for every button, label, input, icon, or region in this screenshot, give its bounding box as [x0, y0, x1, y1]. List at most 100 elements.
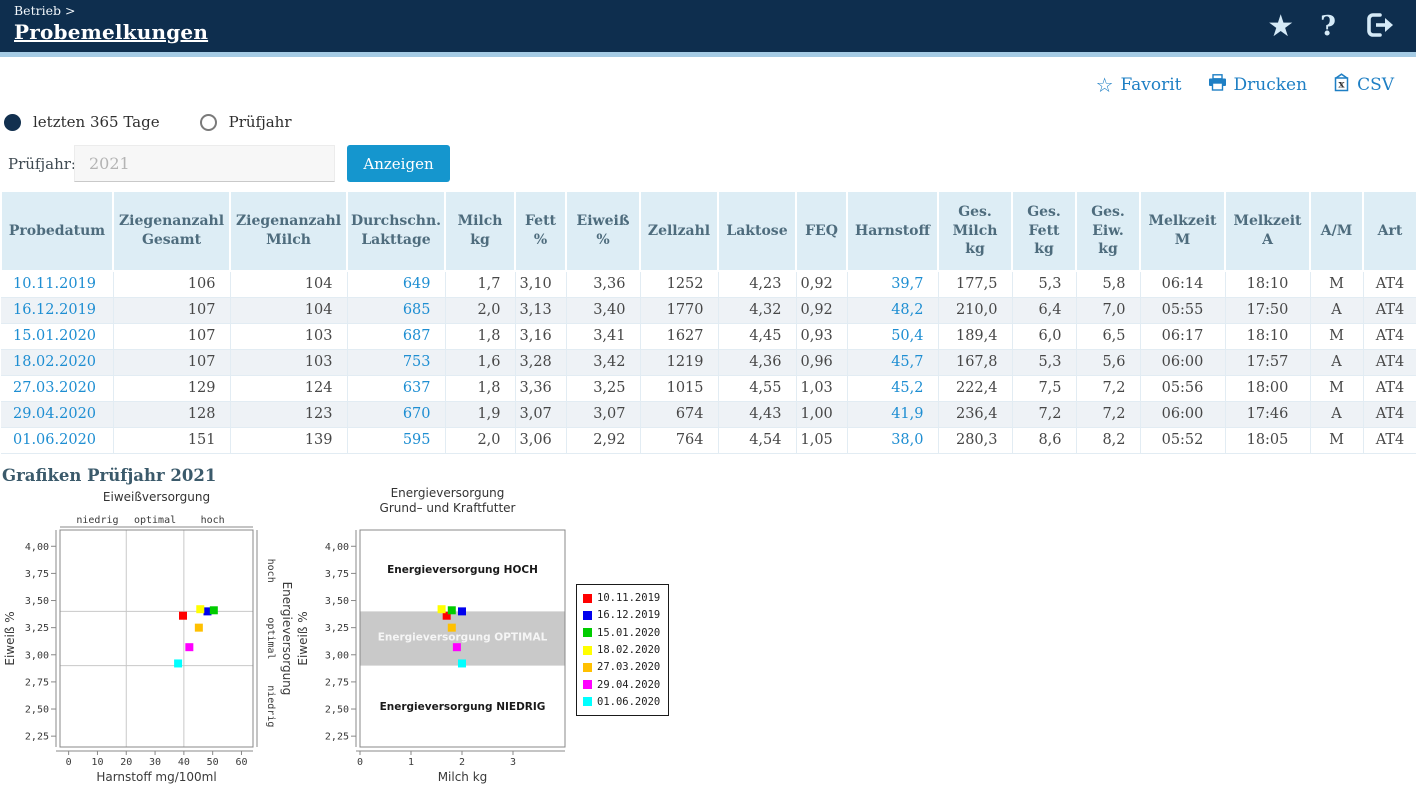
help-icon[interactable]: ?: [1320, 11, 1336, 42]
zone-label: Energieversorgung HOCH: [387, 564, 538, 576]
table-cell: 1,8: [445, 375, 516, 402]
table-cell: 674: [640, 401, 719, 428]
charts-heading: Grafiken Prüfjahr 2021: [2, 465, 217, 485]
legend-swatch: [583, 593, 592, 603]
table-cell: 17:50: [1225, 297, 1311, 324]
svg-text:optimal: optimal: [134, 515, 176, 526]
table-cell: 6,0: [1012, 323, 1077, 350]
table-cell: 3,07: [515, 401, 567, 428]
table-cell[interactable]: 27.03.2020: [1, 375, 114, 402]
table-cell[interactable]: 637: [347, 375, 446, 402]
radio-pruefjahr-label[interactable]: Prüfjahr: [228, 113, 292, 131]
anzeigen-button[interactable]: Anzeigen: [347, 145, 450, 182]
chart-point: [442, 611, 451, 620]
table-cell: 1,05: [796, 427, 848, 454]
period-radio-group: letzten 365 Tage Prüfjahr: [4, 113, 1416, 131]
table-cell: 107: [113, 297, 231, 324]
table-cell: 0,96: [796, 349, 848, 376]
pruefjahr-input[interactable]: [74, 145, 335, 182]
table-cell[interactable]: 50,4: [847, 323, 939, 350]
pruefjahr-form: Prüfjahr: Anzeigen: [8, 145, 1416, 182]
csv-button[interactable]: x CSV: [1333, 73, 1394, 97]
column-header: Zellzahl: [639, 190, 719, 272]
radio-last-365-days-label[interactable]: letzten 365 Tage: [33, 113, 160, 131]
table-cell: 3,07: [566, 401, 641, 428]
table-cell: 06:00: [1140, 349, 1226, 376]
header-icons: ★ ?: [1267, 8, 1396, 46]
chart-point: [203, 606, 212, 615]
table-cell: M: [1310, 323, 1364, 350]
table-cell[interactable]: 685: [347, 297, 446, 324]
table-cell[interactable]: 16.12.2019: [1, 297, 114, 324]
table-cell: 123: [230, 401, 348, 428]
table-cell[interactable]: 45,2: [847, 375, 939, 402]
column-header: FEQ: [795, 190, 848, 272]
column-header: Melkzeit M: [1139, 190, 1226, 272]
table-cell: 06:00: [1140, 401, 1226, 428]
table-cell[interactable]: 29.04.2020: [1, 401, 114, 428]
table-cell[interactable]: 18.02.2020: [1, 349, 114, 376]
table-cell: 17:46: [1225, 401, 1311, 428]
svg-text:hoch: hoch: [265, 558, 276, 582]
legend-swatch: [583, 610, 592, 620]
radio-last-365-days[interactable]: [4, 113, 21, 131]
table-cell[interactable]: 670: [347, 401, 446, 428]
table-cell[interactable]: 753: [347, 349, 446, 376]
svg-text:niedrig: niedrig: [76, 515, 118, 526]
table-cell[interactable]: 39,7: [847, 271, 939, 298]
table-cell: 129: [113, 375, 231, 402]
table-cell[interactable]: 595: [347, 427, 446, 454]
svg-text:10: 10: [91, 757, 103, 768]
table-cell[interactable]: 15.01.2020: [1, 323, 114, 350]
chart-point: [457, 606, 466, 615]
column-header: Art: [1362, 190, 1416, 272]
logout-icon[interactable]: [1362, 8, 1396, 46]
zone-label: Energieversorgung OPTIMAL: [378, 631, 548, 643]
table-cell[interactable]: 10.11.2019: [1, 271, 114, 298]
table-cell: 18:00: [1225, 375, 1311, 402]
toolbar: ☆ Favorit Drucken x CSV: [0, 57, 1416, 97]
svg-text:50: 50: [207, 757, 219, 768]
table-cell[interactable]: 01.06.2020: [1, 427, 114, 454]
table-cell: 05:52: [1140, 427, 1226, 454]
svg-text:3: 3: [510, 757, 516, 768]
table-cell: 1219: [640, 349, 719, 376]
chart-point: [447, 623, 456, 632]
column-header: Fett %: [514, 190, 567, 272]
legend-entry: 10.11.2019: [583, 590, 663, 607]
table-cell: 06:14: [1140, 271, 1226, 298]
table-cell: 3,42: [566, 349, 641, 376]
table-cell: 06:17: [1140, 323, 1226, 350]
table-cell[interactable]: 687: [347, 323, 446, 350]
table-cell[interactable]: 45,7: [847, 349, 939, 376]
column-header: Durchschn. Lakttage: [346, 190, 446, 272]
svg-text:1: 1: [408, 757, 414, 768]
table-row: 10.11.2019 106 104 649 1,7 3,10 3,36 1252 4,23 0,…: [1, 271, 1416, 298]
breadcrumb[interactable]: Betrieb >: [14, 3, 76, 18]
right-axis-label: Energieversorgung: [280, 581, 294, 695]
table-cell[interactable]: 41,9: [847, 401, 939, 428]
svg-text:0: 0: [66, 757, 72, 768]
radio-pruefjahr[interactable]: [199, 113, 217, 131]
table-cell: 1,6: [445, 349, 516, 376]
column-header: Ges. Fett kg: [1011, 190, 1077, 272]
drucken-button[interactable]: Drucken: [1208, 73, 1307, 97]
column-header: Eiweiß %: [565, 190, 641, 272]
table-cell: AT4: [1363, 271, 1416, 298]
table-cell: 124: [230, 375, 348, 402]
table-cell: 3,36: [515, 375, 567, 402]
favorit-button[interactable]: ☆ Favorit: [1096, 73, 1182, 97]
chart-point: [194, 623, 203, 632]
table-cell[interactable]: 48,2: [847, 297, 939, 324]
csv-label: CSV: [1357, 75, 1394, 95]
chart-title: Energieversorgung: [391, 487, 505, 500]
page-title[interactable]: Probemelkungen: [14, 20, 209, 44]
printer-icon: [1208, 74, 1227, 96]
table-cell: 6,5: [1076, 323, 1141, 350]
favorite-star-icon[interactable]: ★: [1267, 9, 1295, 44]
table-cell[interactable]: 649: [347, 271, 446, 298]
svg-text:0: 0: [357, 757, 363, 768]
table-cell: 1,9: [445, 401, 516, 428]
table-cell: AT4: [1363, 349, 1416, 376]
table-cell[interactable]: 38,0: [847, 427, 939, 454]
